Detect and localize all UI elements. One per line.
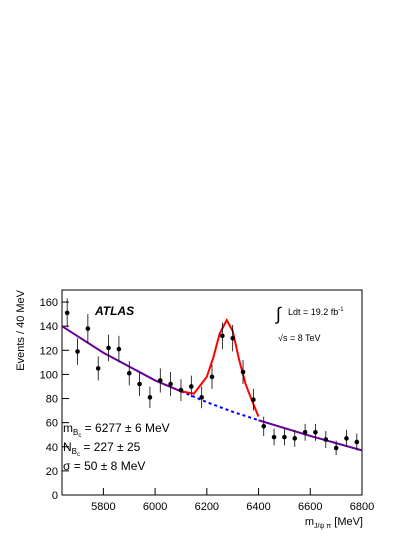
data-point [199, 395, 204, 400]
integral-sign: ∫ [274, 304, 282, 324]
experiment-label: ATLAS [94, 304, 134, 318]
fit-curve [258, 419, 363, 452]
mass-label: mBc = 6277 ± 6 MeV [63, 421, 170, 439]
energy-label: √s = 8 TeV [278, 333, 321, 343]
fit-curve [180, 390, 259, 422]
yield-text: = 227 ± 25 [80, 440, 141, 454]
xlabel-text: [MeV] [331, 516, 363, 528]
y-axis-label: Events / 40 MeV [15, 289, 27, 370]
mass-sub: B [73, 428, 78, 437]
x-tick-label: 6000 [143, 501, 167, 513]
data-point [230, 335, 235, 341]
y-tick-label: 100 [40, 369, 58, 381]
data-point [178, 387, 184, 393]
yield-sub: B [72, 447, 77, 456]
data-point [251, 397, 256, 403]
data-point [126, 370, 132, 376]
mass-symbol: m [63, 421, 73, 435]
data-point [64, 310, 70, 316]
lumi-sup: -1 [338, 307, 344, 313]
y-tick-label: 0 [52, 490, 58, 502]
y-tick-label: 140 [40, 321, 58, 333]
data-point [282, 434, 287, 440]
x-tick-label: 6600 [298, 501, 322, 513]
data-point [116, 346, 122, 352]
data-point [292, 436, 298, 441]
lumi-label: Ldt = 19.2 fb-1 [288, 307, 344, 317]
y-tick-label: 20 [46, 466, 58, 478]
data-point [354, 439, 360, 445]
x-tick-label: 6200 [195, 501, 219, 513]
data-point [302, 429, 308, 435]
width-label: σ = 50 ± 8 MeV [63, 459, 145, 473]
data-point [344, 436, 349, 441]
xlabel-sub: J/ψ π [314, 523, 331, 530]
y-tick-label: 40 [46, 442, 58, 454]
yield-subsub: c [77, 452, 80, 458]
data-point [85, 326, 91, 331]
data-point [333, 445, 339, 451]
fit-curve [180, 318, 260, 417]
y-tick-label: 120 [40, 345, 58, 357]
data-point [271, 434, 277, 440]
data-point [189, 384, 194, 389]
data-point [313, 429, 318, 435]
x-axis-label: mJ/ψ π [MeV] [305, 516, 363, 530]
data-point [106, 345, 111, 351]
x-tick-label: 6400 [246, 501, 270, 513]
fit-curve [61, 325, 182, 393]
plot-frame [61, 289, 363, 496]
mass-subsub: c [78, 433, 81, 439]
data-point [147, 395, 153, 400]
mass-text: = 6277 ± 6 MeV [81, 421, 169, 435]
y-tick-label: 160 [40, 297, 58, 309]
x-tick-label: 5800 [91, 501, 115, 513]
data-point [95, 366, 101, 371]
data-point [209, 374, 215, 380]
x-tick-label: 6800 [350, 501, 374, 513]
yield-label: NBc = 227 ± 25 [63, 440, 141, 458]
data-point [240, 369, 246, 375]
data-point [261, 423, 267, 429]
data-point [168, 381, 173, 387]
data-point [157, 378, 163, 383]
lumi-text: Ldt = 19.2 fb [288, 307, 338, 317]
data-point [137, 381, 142, 387]
y-tick-label: 80 [46, 394, 58, 406]
xlabel-symbol: m [305, 516, 314, 528]
data-point [75, 349, 80, 354]
y-tick-label: 60 [46, 418, 58, 430]
data-point [220, 333, 225, 339]
data-point [323, 437, 329, 442]
